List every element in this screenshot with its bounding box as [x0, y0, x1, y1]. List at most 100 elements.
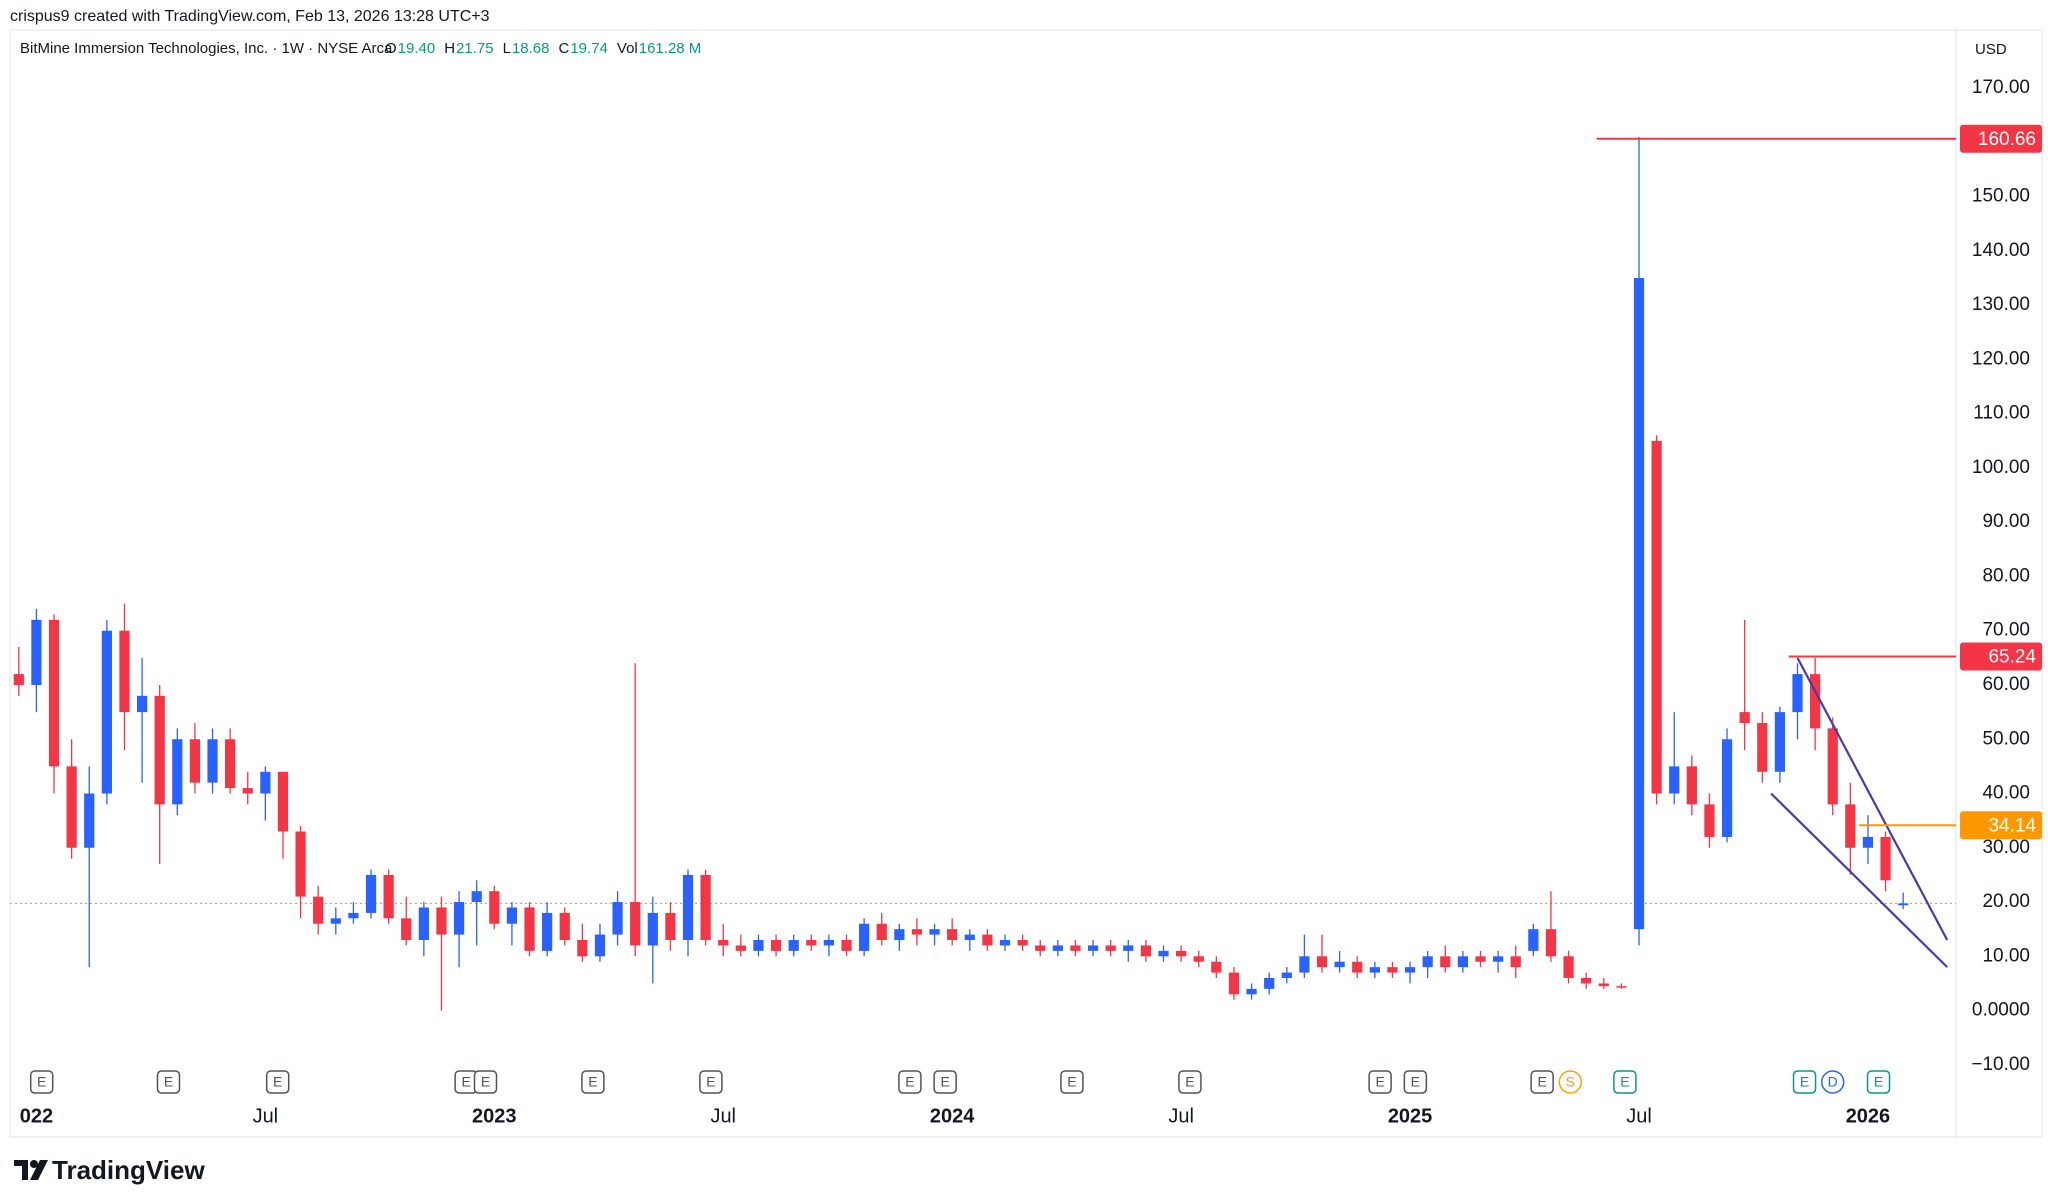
- candle-body: [1598, 983, 1609, 987]
- candle-body: [788, 940, 799, 951]
- candle-body: [1404, 967, 1416, 973]
- candle-body: [1176, 950, 1187, 957]
- candle-body: [207, 739, 218, 783]
- candle-body: [982, 934, 993, 946]
- candle-body: [1193, 956, 1204, 962]
- candle-body: [172, 739, 183, 805]
- candle-body: [1457, 956, 1469, 968]
- event-label: E: [37, 1074, 46, 1090]
- y-tick-label: 120.00: [1972, 348, 2030, 369]
- candle-body: [876, 923, 887, 941]
- event-marker: [473, 1070, 498, 1094]
- candle-body: [1158, 950, 1169, 957]
- candle-body: [383, 874, 394, 919]
- event-label: E: [706, 1074, 715, 1090]
- event-marker: [1368, 1070, 1392, 1094]
- candle-body: [66, 766, 77, 848]
- event-label: E: [1375, 1074, 1384, 1090]
- candle-body: [1493, 956, 1504, 962]
- y-tick-label: 10.00: [1982, 945, 2030, 966]
- candle-body: [1440, 956, 1451, 968]
- y-tick-label: 70.00: [1982, 620, 2030, 641]
- candle-body: [277, 771, 289, 832]
- event-label: E: [481, 1074, 490, 1090]
- candle-body: [1581, 978, 1592, 984]
- candle-body: [911, 929, 923, 935]
- candle-body: [1704, 804, 1715, 837]
- candle-body: [1352, 961, 1363, 973]
- price-label-box: [1960, 642, 2042, 671]
- candle-body: [348, 912, 359, 919]
- candle-body: [1827, 728, 1838, 805]
- x-tick-label: 2024: [930, 1105, 975, 1127]
- event-label: E: [1620, 1074, 1629, 1090]
- event-marker: [156, 1070, 181, 1094]
- legend-key: O: [385, 40, 397, 57]
- candle-body: [1757, 722, 1768, 772]
- candle-body: [1070, 945, 1081, 951]
- candle-body: [841, 940, 852, 951]
- price-label: 65.24: [1988, 647, 2036, 668]
- candle-body: [242, 788, 253, 794]
- y-tick-label: 130.00: [1972, 294, 2030, 315]
- candle-body: [295, 831, 306, 897]
- candle-body: [823, 940, 835, 946]
- price-label-box: [1960, 124, 2042, 153]
- event-label: E: [273, 1074, 282, 1090]
- candle-body: [471, 891, 482, 903]
- legend-value: 19.74: [570, 40, 608, 57]
- event-marker: [699, 1070, 723, 1094]
- candle-body: [1264, 978, 1275, 989]
- candle-body: [1616, 986, 1627, 988]
- price-label: 34.14: [1988, 815, 2036, 836]
- event-label: E: [1411, 1074, 1420, 1090]
- candle-body: [1810, 674, 1821, 729]
- candle-body: [1017, 940, 1028, 946]
- y-tick-label: 30.00: [1982, 837, 2030, 858]
- candle-body: [48, 619, 60, 767]
- event-marker: [1060, 1070, 1084, 1094]
- y-tick-label: 0.0000: [1972, 1000, 2030, 1021]
- y-tick-label: 100.00: [1972, 457, 2030, 478]
- event-marker: [1558, 1070, 1583, 1094]
- event-label: E: [164, 1074, 173, 1090]
- candle-body: [594, 934, 606, 957]
- candle-body: [1052, 945, 1063, 951]
- legend-value: 161.28 M: [639, 40, 702, 57]
- candle-body: [1123, 945, 1134, 951]
- candle-body: [770, 940, 782, 951]
- candle-body: [1087, 945, 1099, 951]
- candle-body: [964, 934, 975, 941]
- candle-body: [947, 929, 958, 941]
- x-tick-label: 022: [20, 1105, 53, 1127]
- candle-body: [119, 630, 130, 713]
- candle-body: [1299, 956, 1310, 973]
- x-tick-label: Jul: [1168, 1105, 1194, 1127]
- candle-body: [929, 929, 940, 935]
- candle-body: [1651, 440, 1662, 794]
- legend-key: C: [559, 40, 570, 57]
- candle-body: [1528, 929, 1539, 951]
- candle-body: [647, 912, 658, 946]
- candle-body: [401, 918, 412, 941]
- candle-body: [154, 695, 165, 805]
- x-tick-label: Jul: [253, 1105, 279, 1127]
- event-marker: [933, 1070, 957, 1094]
- event-marker: [1866, 1070, 1891, 1094]
- event-label: E: [1185, 1074, 1194, 1090]
- candle-body: [559, 912, 570, 941]
- attribution: crispus9 created with TradingView.com, F…: [10, 8, 490, 25]
- candle-body: [1140, 945, 1152, 957]
- candle-body: [101, 630, 112, 794]
- trendline: [1796, 657, 1949, 941]
- candle-body: [436, 907, 447, 935]
- candle-body: [1774, 712, 1785, 772]
- candle-body: [1422, 956, 1433, 968]
- candle-body: [1228, 972, 1240, 995]
- candle-body: [1880, 836, 1891, 881]
- candle-body: [700, 874, 711, 941]
- legend-key: H: [444, 40, 455, 57]
- candle-body: [313, 896, 324, 924]
- candle-body: [1281, 972, 1292, 979]
